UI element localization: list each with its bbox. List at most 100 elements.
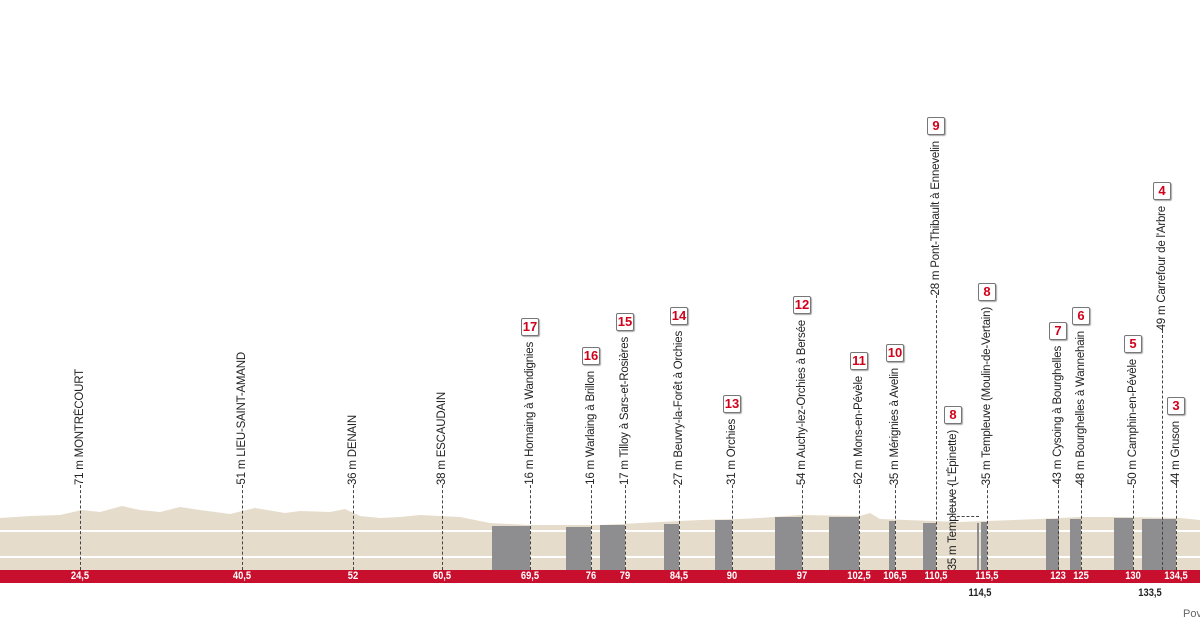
dashed-line <box>590 485 592 570</box>
sector-number-badge: 4 <box>1153 181 1171 200</box>
km-label: 97 <box>796 570 808 582</box>
profile-marker: 4 49 m Carrefour de l'Arbre <box>1150 181 1174 570</box>
dashed-line <box>986 485 988 570</box>
dashed-line <box>935 295 937 570</box>
marker-label: 71 m MONTRÉCOURT <box>74 368 86 485</box>
dashed-line <box>1161 330 1163 570</box>
profile-marker: 36 m DENAIN <box>341 415 365 570</box>
profile-marker: 9 28 m Pont-Thibault à Ennevelin <box>924 116 948 570</box>
cobbled-sector-block <box>1046 519 1059 570</box>
profile-marker: 38 m ESCAUDAIN <box>430 392 454 570</box>
epinette-connector <box>952 484 979 517</box>
sector-number-badge: 11 <box>850 352 868 371</box>
marker-label: 35 m Templeuve (Moulin-de-Vertain) <box>981 306 993 485</box>
dashed-line <box>678 485 680 570</box>
marker-label: 43 m Cysoing à Bourghelles <box>1052 346 1064 485</box>
profile-marker: 14 27 m Beuvry-la-Forêt à Orchies <box>667 306 691 570</box>
km-label: 40,5 <box>232 570 252 582</box>
sector-number-badge: 15 <box>616 312 634 331</box>
sector-number-badge: 16 <box>582 347 600 366</box>
cobbled-sector-block <box>664 524 679 570</box>
sector-number-badge: 7 <box>1049 322 1067 341</box>
sector-number-badge: 17 <box>521 318 539 337</box>
dashed-line <box>79 485 81 570</box>
marker-label: 50 m Camphin-en-Pévèle <box>1127 359 1139 485</box>
marker-label: 35 m Mérignies à Avelin <box>889 367 901 485</box>
cobbled-sector-block <box>829 517 859 570</box>
profile-marker: 3 44 m Gruson <box>1164 396 1188 570</box>
profile-marker: 15 17 m Tilloy à Sars-et-Rosières <box>613 312 637 570</box>
cobbled-sector-block <box>600 525 625 570</box>
sector-number-badge: 14 <box>670 306 688 325</box>
marker-label: 17 m Tilloy à Sars-et-Rosières <box>619 336 631 485</box>
marker-label: 51 m LIEU-SAINT-AMAND <box>236 352 248 485</box>
marker-label: 31 m Orchies <box>726 419 738 485</box>
km-label: 102,5 <box>847 570 871 582</box>
km-label: 76 <box>585 570 597 582</box>
marker-label: 48 m Bourghelles à Wannehain <box>1075 330 1087 485</box>
dashed-line <box>731 485 733 570</box>
dashed-line <box>1132 485 1134 570</box>
marker-label: 49 m Carrefour de l'Arbre <box>1156 205 1168 330</box>
dashed-line <box>441 485 443 570</box>
km-label: 110,5 <box>924 570 948 582</box>
km-label: 60,5 <box>432 570 452 582</box>
profile-marker: 13 31 m Orchies <box>720 395 744 570</box>
cobbled-sector-block <box>977 523 979 570</box>
cobbled-sector-block <box>1114 518 1133 570</box>
sector-number-badge: 6 <box>1072 306 1090 325</box>
km-label: 134,5 <box>1164 570 1188 582</box>
km-label: 123 <box>1050 570 1066 582</box>
marker-label: 28 m Pont-Thibault à Ennevelin <box>930 140 942 295</box>
dashed-line <box>352 485 354 570</box>
marker-label: 44 m Gruson <box>1170 420 1182 485</box>
dashed-line <box>529 485 531 570</box>
dashed-line <box>1175 485 1177 570</box>
km-label: 90 <box>726 570 738 582</box>
km-label: 133,5 <box>1138 587 1162 599</box>
cobbled-sector-block <box>715 520 732 570</box>
dashed-line <box>894 485 896 570</box>
dashed-line <box>801 485 803 570</box>
km-label: 115,5 <box>975 570 999 582</box>
sector-number-badge: 13 <box>723 395 741 414</box>
km-label: 52 <box>347 570 359 582</box>
sector-number-badge: 8 <box>944 405 962 424</box>
profile-marker: 7 43 m Cysoing à Bourghelles <box>1046 322 1070 570</box>
cobbled-sector-block <box>981 522 987 570</box>
km-bar <box>0 570 1200 583</box>
dashed-line <box>1080 485 1082 570</box>
km-label: 24,5 <box>70 570 90 582</box>
profile-marker: 8 35 m Templeuve (Moulin-de-Vertain) <box>975 282 999 570</box>
cobbled-sector-block <box>889 521 895 570</box>
dashed-line <box>1057 485 1059 570</box>
profile-marker: 16 16 m Warlaing à Brillon <box>579 347 603 570</box>
sector-number-badge: 10 <box>886 343 904 362</box>
km-label: 79 <box>619 570 631 582</box>
profile-marker: 5 50 m Camphin-en-Pévèle <box>1121 335 1145 570</box>
sector-number-badge: 8 <box>978 282 996 301</box>
cobbled-sector-block <box>566 527 591 570</box>
cobbled-sector-block <box>1070 519 1081 570</box>
profile-marker: 12 54 m Auchy-lez-Orchies à Bersée <box>790 295 814 570</box>
marker-label: 27 m Beuvry-la-Forêt à Orchies <box>673 330 685 485</box>
cobbled-sector-block <box>923 523 936 570</box>
marker-label: 62 m Mons-en-Pévèle <box>853 376 865 485</box>
profile-marker: 8 35 m Templeuve (L'Épinette) <box>941 405 965 570</box>
km-label: 84,5 <box>669 570 689 582</box>
profile-marker: 10 35 m Mérignies à Avelin <box>883 343 907 570</box>
marker-label: 54 m Auchy-lez-Orchies à Bersée <box>796 319 808 485</box>
dashed-line <box>624 485 626 570</box>
dashed-line <box>858 485 860 570</box>
profile-marker: 6 48 m Bourghelles à Wannehain <box>1069 306 1093 570</box>
km-label: 125 <box>1073 570 1089 582</box>
footer-text: Pov <box>1183 608 1200 620</box>
cobbled-sector-block <box>1142 519 1176 570</box>
cobbled-sector-block <box>775 517 802 570</box>
profile-marker: 11 62 m Mons-en-Pévèle <box>847 352 871 570</box>
km-label: 114,5 <box>968 587 992 599</box>
profile-marker: 71 m MONTRÉCOURT <box>68 369 92 570</box>
sector-number-badge: 12 <box>793 295 811 314</box>
sector-number-badge: 9 <box>927 116 945 135</box>
terrain-profile <box>0 506 1200 570</box>
